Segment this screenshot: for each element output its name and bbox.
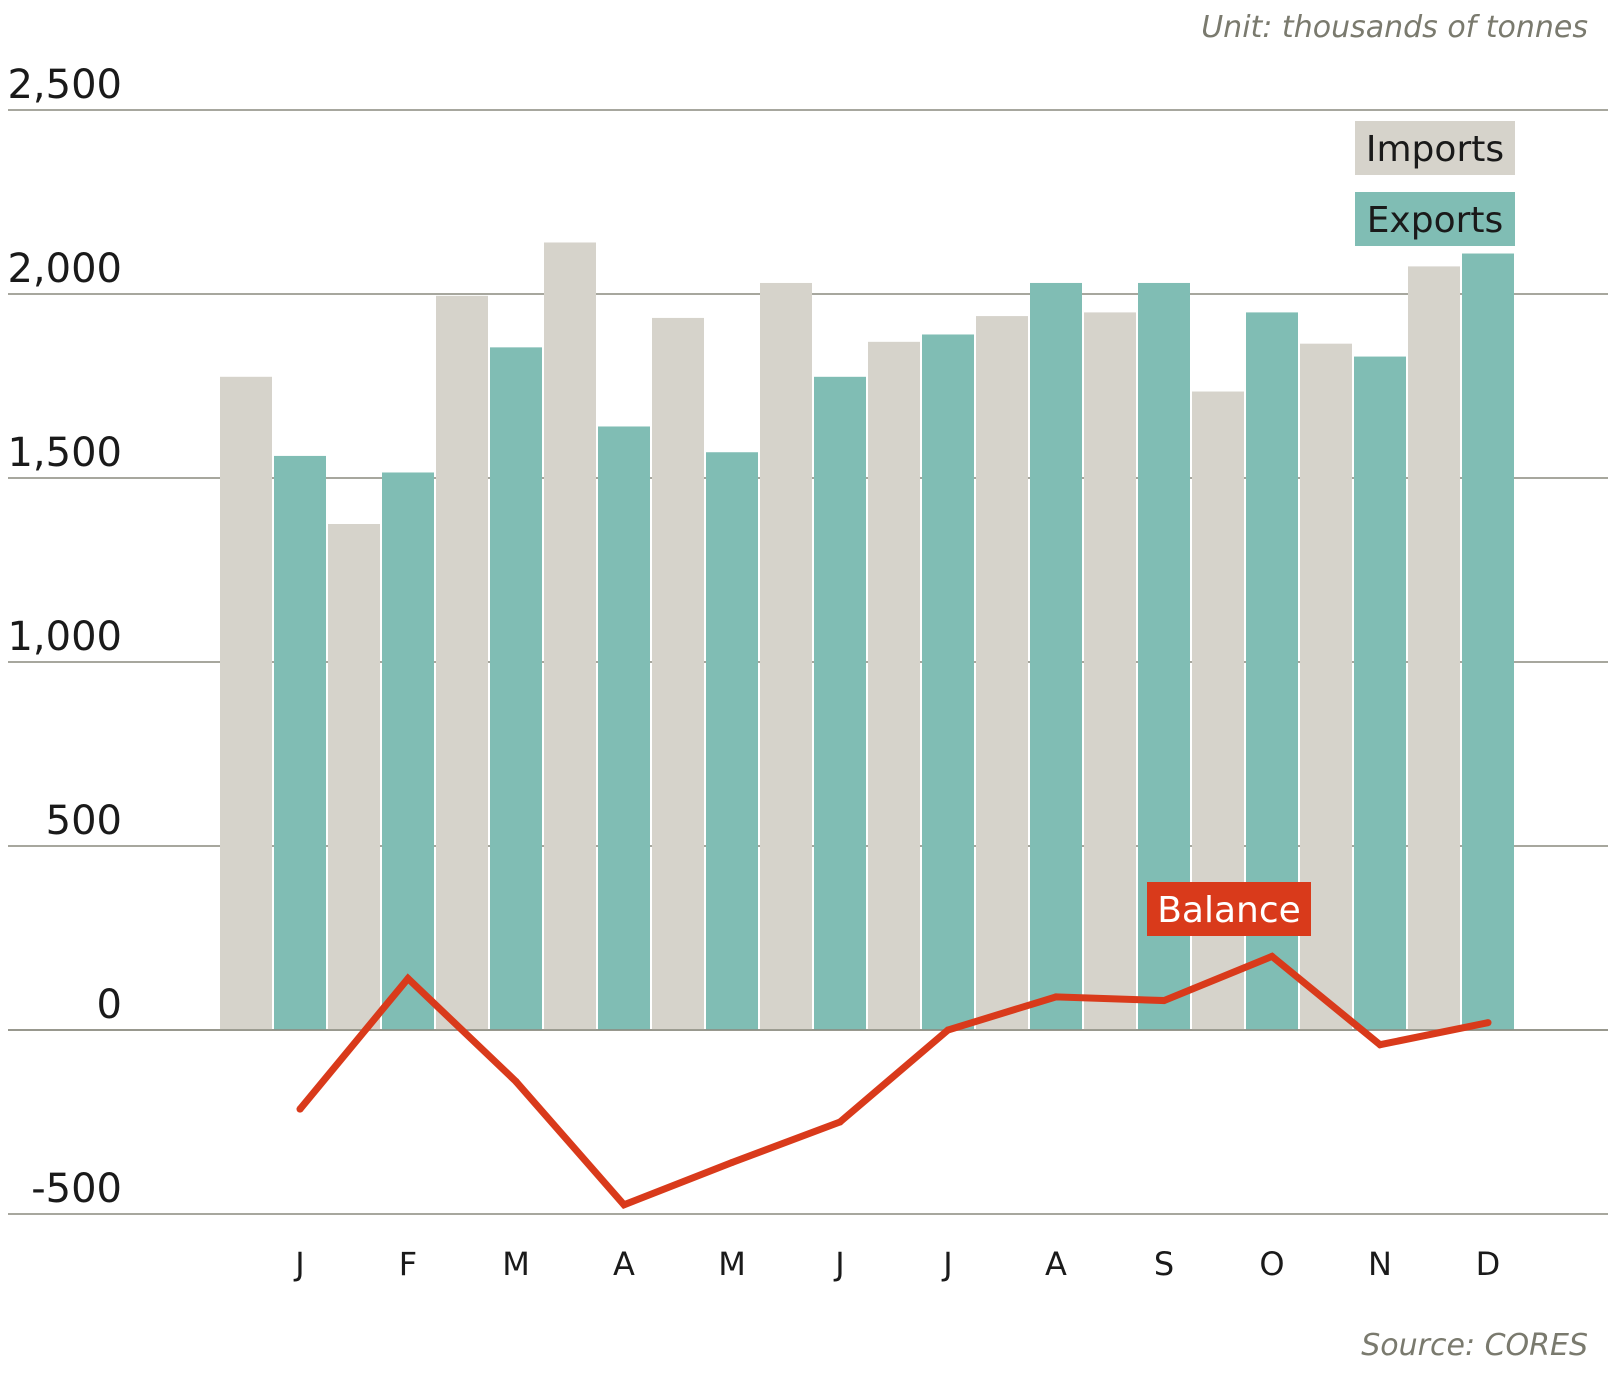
x-tick-label: J: [941, 1245, 952, 1283]
balance-point: [296, 1105, 304, 1113]
y-tick-label: 500: [46, 798, 122, 844]
balance-line-group: [296, 952, 1492, 1209]
x-tick-label: J: [833, 1245, 844, 1283]
exports-bar: [1462, 253, 1514, 1030]
imports-bar: [1084, 312, 1136, 1030]
y-tick-label: 2,000: [7, 246, 122, 292]
y-tick-label: 2,500: [7, 62, 122, 108]
exports-bar: [490, 347, 542, 1030]
x-tick-label: J: [293, 1245, 304, 1283]
imports-bar: [220, 376, 272, 1030]
imports-bar: [652, 317, 704, 1030]
legend: Imports Exports Balance: [1147, 121, 1515, 936]
exports-bar: [598, 426, 650, 1031]
bars: [8, 242, 1608, 1031]
x-tick-label: A: [613, 1245, 635, 1283]
x-tick-label: D: [1476, 1245, 1501, 1283]
balance-point: [944, 1026, 952, 1034]
x-tick-label: M: [718, 1245, 746, 1283]
exports-bar: [814, 376, 866, 1030]
exports-bar: [706, 452, 758, 1030]
y-axis-ticks: 2,500 2,000 1,500 1,000 500 0 -500: [7, 62, 122, 1212]
balance-point: [1484, 1019, 1492, 1027]
source-label: Source: CORES: [1361, 1328, 1588, 1363]
legend-balance-box: [1147, 882, 1311, 936]
exports-bar: [1030, 282, 1082, 1031]
x-tick-label: O: [1259, 1245, 1284, 1283]
balance-point: [728, 1158, 736, 1166]
balance-line: [297, 952, 1489, 1209]
imports-bar: [544, 242, 596, 1031]
imports-bar: [1408, 266, 1460, 1030]
legend-exports-label: Exports: [1367, 200, 1504, 241]
imports-bar: [868, 341, 920, 1031]
legend-imports-label: Imports: [1366, 129, 1504, 170]
x-tick-label: N: [1368, 1245, 1392, 1283]
balance-point: [1376, 1041, 1384, 1049]
exports-bar: [922, 334, 974, 1031]
exports-bar: [382, 472, 434, 1031]
imports-bar: [760, 282, 812, 1031]
exports-bar: [274, 455, 326, 1030]
imports-bar: [328, 524, 380, 1030]
y-tick-label: 1,500: [7, 430, 122, 476]
balance-point: [404, 974, 412, 982]
x-tick-label: F: [399, 1245, 417, 1283]
balance-point: [836, 1118, 844, 1126]
legend-exports-box: [1355, 192, 1515, 246]
x-tick-label: A: [1045, 1245, 1067, 1283]
x-tick-label: S: [1154, 1245, 1174, 1283]
balance-point: [1160, 997, 1168, 1005]
legend-imports-box: [1355, 121, 1515, 175]
imports-bar: [436, 295, 488, 1031]
balance-point: [1268, 952, 1276, 960]
balance-point: [512, 1078, 520, 1086]
imports-bar: [976, 316, 1028, 1031]
y-tick-label: 1,000: [7, 614, 122, 660]
x-tick-label: M: [502, 1245, 530, 1283]
exports-bar: [1354, 356, 1406, 1030]
balance-point: [620, 1201, 628, 1209]
y-tick-label: -500: [31, 1166, 122, 1212]
legend-balance-label: Balance: [1157, 890, 1301, 931]
unit-label: Unit: thousands of tonnes: [1201, 10, 1588, 45]
balance-point: [1052, 993, 1060, 1001]
y-tick-label: 0: [97, 982, 122, 1028]
